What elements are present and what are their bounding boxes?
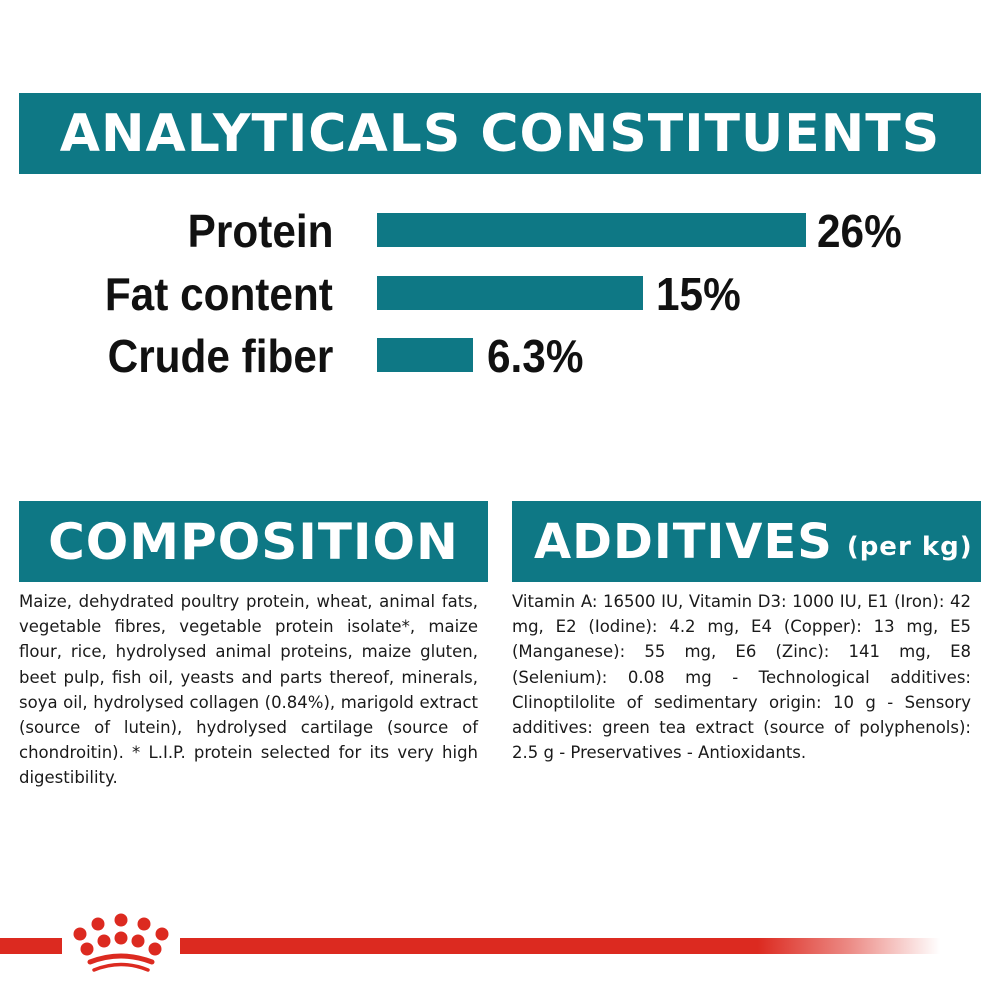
composition-text: Maize, dehydrated poultry protein, wheat… bbox=[19, 592, 478, 788]
additives-banner: ADDITIVES (per kg) bbox=[512, 501, 981, 582]
footer-red-line-left bbox=[0, 938, 62, 954]
bar-value-fiber: 6.3% bbox=[487, 330, 584, 382]
bar-value-fat: 15% bbox=[656, 268, 741, 320]
bar-fat bbox=[377, 276, 643, 310]
composition-title: COMPOSITION bbox=[48, 512, 459, 571]
bar-label-fat: Fat content bbox=[104, 268, 333, 320]
analyticals-banner: ANALYTICALS CONSTITUENTS bbox=[19, 93, 981, 174]
composition-banner: COMPOSITION bbox=[19, 501, 488, 582]
additives-subtitle: (per kg) bbox=[846, 531, 973, 562]
footer-red-line-right bbox=[180, 938, 940, 954]
additives-text: Vitamin A: 16500 IU, Vitamin D3: 1000 IU… bbox=[512, 592, 971, 763]
bar-label-fiber: Crude fiber bbox=[107, 330, 333, 382]
crown-icon bbox=[73, 913, 169, 972]
additives-title: ADDITIVES bbox=[534, 513, 833, 570]
bar-fiber bbox=[377, 338, 473, 372]
analyticals-title: ANALYTICALS CONSTITUENTS bbox=[59, 103, 941, 164]
bar-protein bbox=[377, 213, 806, 247]
bar-value-protein: 26% bbox=[817, 205, 902, 257]
bar-label-protein: Protein bbox=[187, 205, 333, 257]
